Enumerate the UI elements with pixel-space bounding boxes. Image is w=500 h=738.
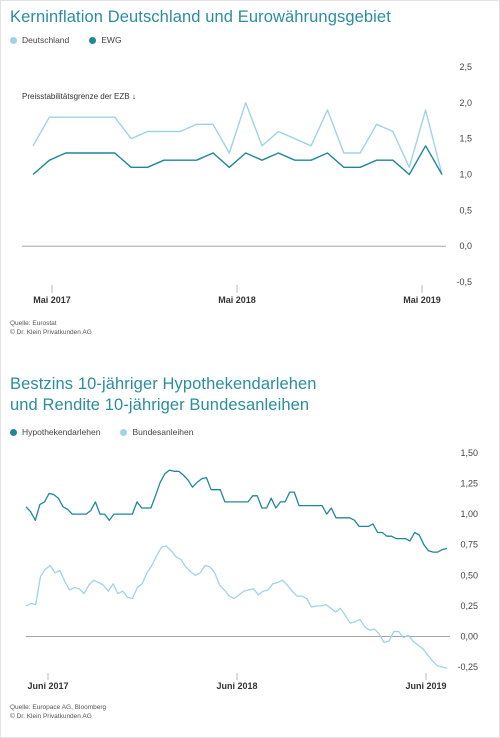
chart1-ytick-label: 1,5 [459, 134, 472, 144]
chart1-annotation: Preisstabilitätsgrenze der EZB ↓ [22, 92, 136, 101]
chart2-xtick-label: Juni 2018 [216, 681, 257, 691]
chart1-ytick-label: 2,5 [459, 62, 472, 72]
chart1-xtick-label: Mai 2017 [33, 295, 71, 305]
chart2-ytick-label: 1,00 [460, 509, 478, 519]
chart1-legend-label-1: EWG [101, 35, 122, 45]
chart2-ytick-label: 0,50 [460, 570, 478, 580]
chart2-ytick-label: 0,00 [460, 631, 478, 641]
chart2-legend-label-0: Hypothekendarlehen [22, 427, 101, 437]
chart2-ytick-label: 1,50 [460, 448, 478, 458]
chart1-source: Quelle: Eurostat © Dr. Klein Privatkunde… [10, 320, 92, 337]
chart2-ytick-label: 0,25 [460, 601, 478, 611]
chart2-title-line-1: und Rendite 10-jähriger Bundesanleihen [10, 396, 310, 414]
chart1-ytick-label: 0,5 [459, 205, 472, 215]
chart2-legend-swatch-1 [120, 428, 128, 436]
chart2-ytick-label: 0,75 [460, 540, 478, 550]
chart2-legend-item-1: Bundesanleihen [120, 427, 193, 437]
chart2-source-line-0: Quelle: Europace AG, Bloomberg [10, 704, 107, 711]
chart1-legend-label-0: Deutschland [22, 35, 70, 45]
chart1-legend-item-1: EWG [89, 35, 122, 45]
chart1-source-line-1: © Dr. Klein Privatkunden AG [10, 328, 92, 336]
chart2-title: Bestzins 10-jähriger Hypothekendarlehen … [10, 374, 317, 416]
chart1-legend-item-0: Deutschland [10, 35, 69, 45]
chart1-ytick-label: 2,0 [459, 98, 472, 108]
chart1-xtick-label: Mai 2019 [403, 295, 441, 305]
chart2-ytick-label: 1,25 [460, 479, 478, 489]
chart2-series-line-1 [25, 545, 448, 669]
chart2-xtick-label: Juni 2017 [27, 681, 68, 691]
chart2-legend-item-0: Hypothekendarlehen [10, 427, 100, 437]
chart1-ytick-label: 0,0 [459, 241, 472, 251]
chart2-legend: Hypothekendarlehen Bundesanleihen [10, 427, 213, 437]
chart1-series-line-0 [32, 102, 443, 175]
chart1-ytick-label: 1,0 [459, 170, 472, 180]
chart2-ytick-label: -0,25 [457, 662, 478, 672]
chart1-legend: Deutschland EWG [10, 35, 142, 45]
chart1-source-line-0: Quelle: Eurostat [10, 320, 57, 327]
chart2-series-line-0 [25, 469, 448, 553]
chart1-ytick-label: -0,5 [456, 277, 472, 287]
chart1-xtick-label: Mai 2018 [218, 295, 256, 305]
chart1-title: Kerninflation Deutschland und Eurowährun… [10, 8, 391, 26]
chart1-plot: 2,5 2,0 1,5 1,0 0,5 0,0 -0,5 Mai 2017 Mai 2018 Ma… [22, 62, 472, 305]
chart2-title-line-0: Bestzins 10-jähriger Hypothekendarlehen [10, 375, 317, 393]
chart1-legend-swatch-1 [89, 36, 97, 44]
chart2-legend-label-1: Bundesanleihen [132, 427, 194, 437]
chart2-source-line-1: © Dr. Klein Privatkunden AG [10, 712, 92, 720]
chart2-legend-swatch-0 [10, 428, 17, 436]
chart1-series-line-1 [32, 145, 443, 176]
chart2-source: Quelle: Europace AG, Bloomberg © Dr. Kle… [10, 704, 106, 721]
chart1-legend-swatch-0 [10, 36, 17, 44]
chart2-xtick-label: Juni 2019 [405, 681, 446, 691]
